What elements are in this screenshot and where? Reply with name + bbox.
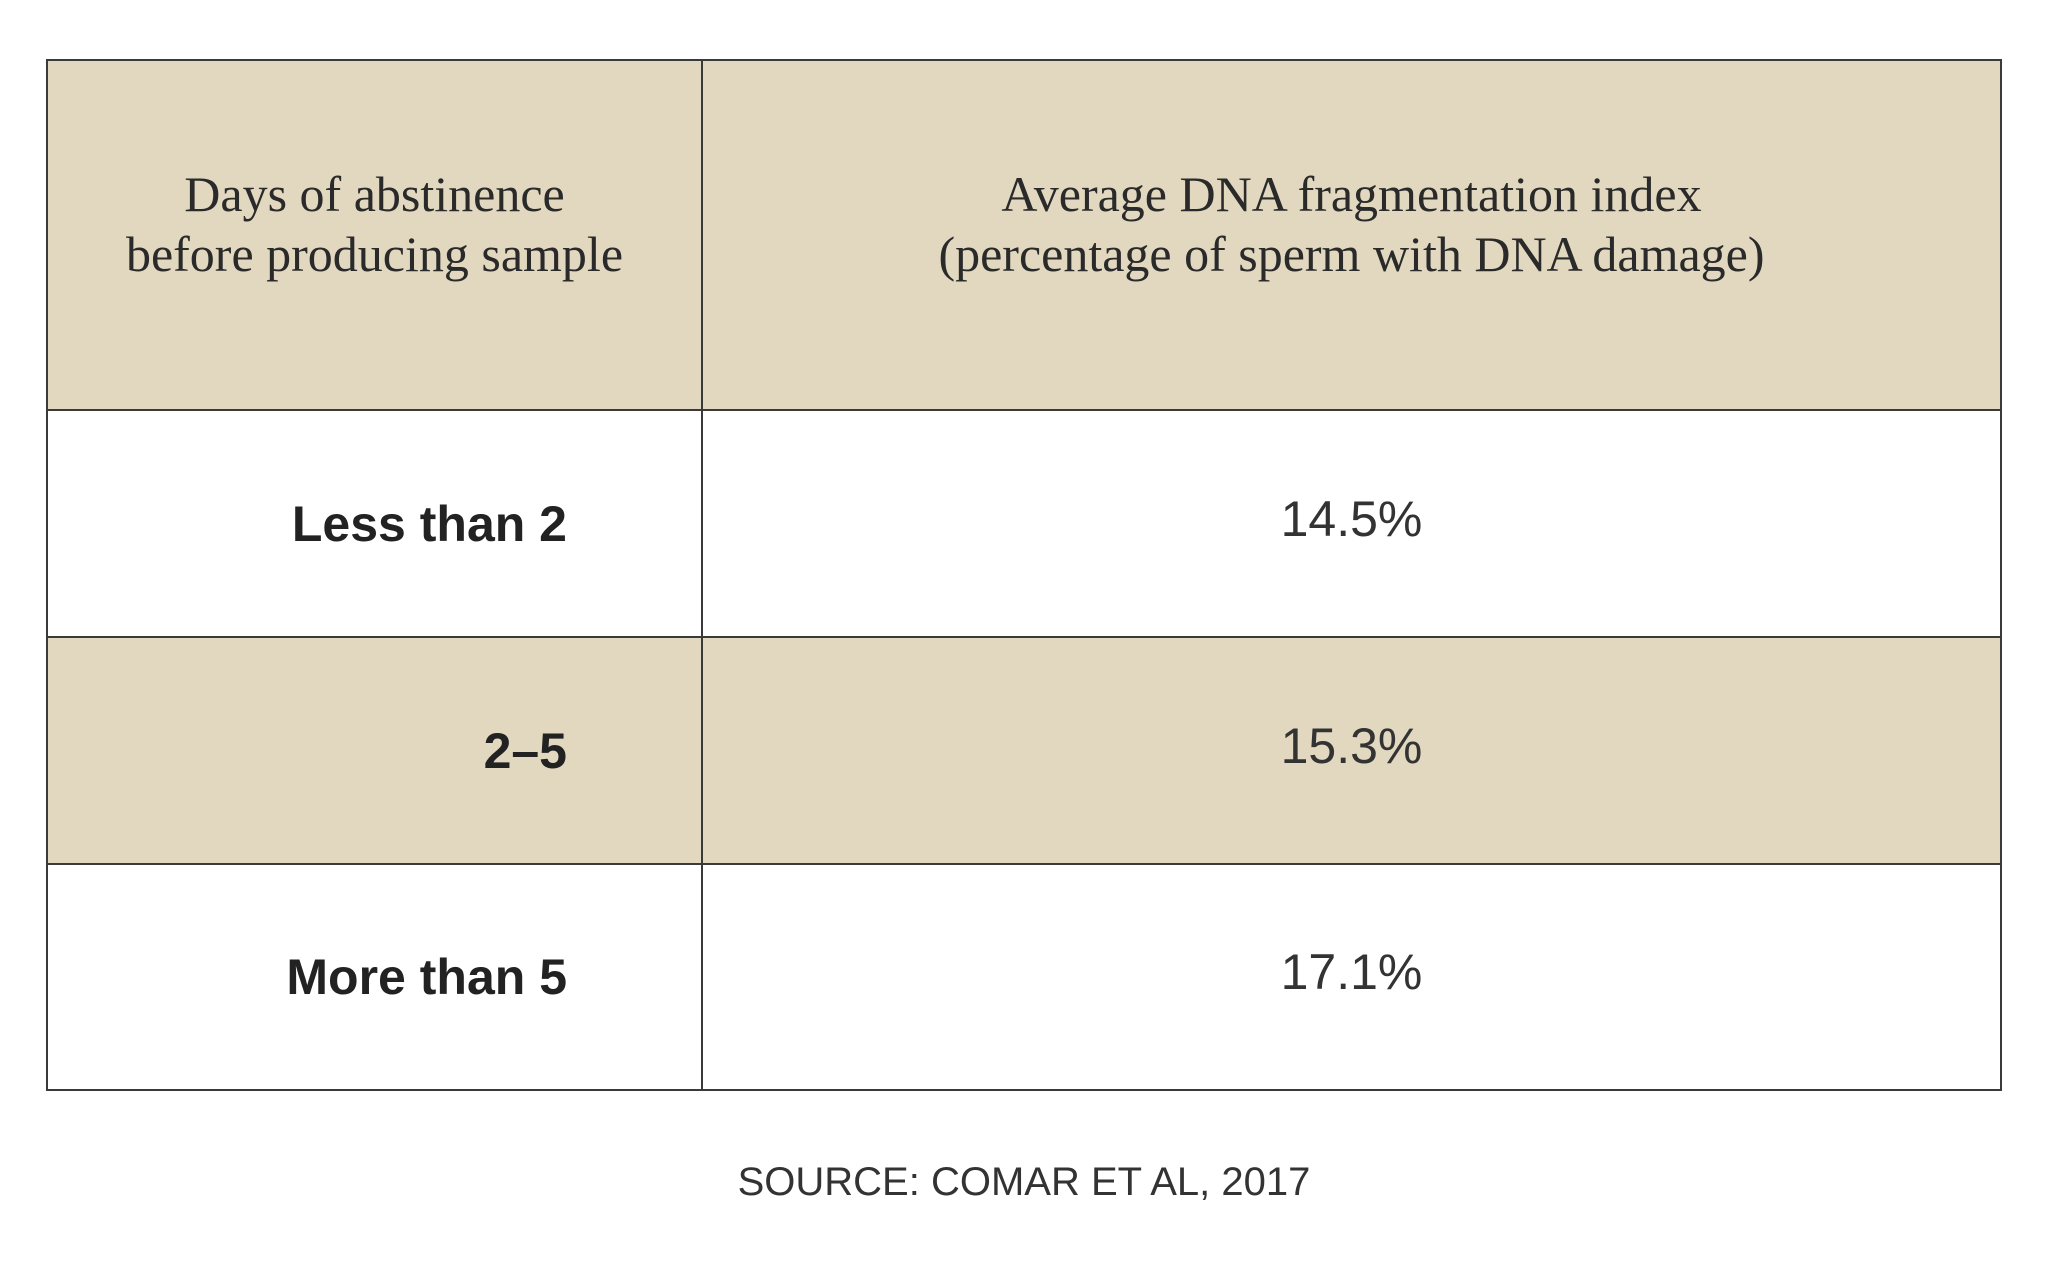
header-cell: Days of abstinence before producing samp… [46,59,703,411]
header-line: (percentage of sperm with DNA damage) [938,226,1765,282]
source-note: SOURCE: COMAR ET AL, 2017 [737,1160,1311,1204]
row-value: 17.1% [701,863,2002,1091]
row-label: Less than 2 [46,409,703,638]
header-line: Average DNA fragmentation index [1001,166,1702,222]
row-value: 15.3% [701,636,2002,865]
header-cell: Average DNA fragmentation index (percent… [701,59,2002,411]
header-line: before producing sample [125,226,624,282]
row-label: More than 5 [46,863,703,1091]
header-line: Days of abstinence [184,166,565,222]
row-value: 14.5% [701,409,2002,638]
row-label: 2–5 [46,636,703,865]
